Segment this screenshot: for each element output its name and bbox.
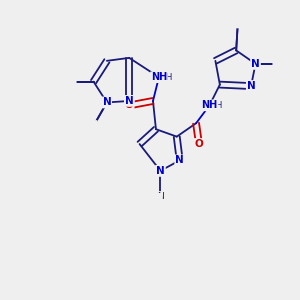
Text: N: N: [175, 155, 184, 165]
Text: H: H: [165, 73, 171, 82]
Text: O: O: [195, 139, 203, 149]
Text: O: O: [125, 100, 134, 110]
Text: N: N: [103, 98, 111, 107]
Text: H: H: [215, 101, 221, 110]
Text: NH: NH: [201, 100, 218, 110]
Text: N: N: [125, 96, 134, 106]
Text: N: N: [251, 59, 260, 69]
Text: N: N: [125, 96, 134, 106]
Text: N: N: [103, 98, 111, 107]
Text: N: N: [205, 100, 214, 110]
Text: O: O: [125, 100, 134, 110]
Text: N: N: [251, 59, 260, 69]
Text: O: O: [195, 139, 203, 149]
Text: N: N: [175, 155, 184, 165]
Text: N: N: [247, 81, 255, 91]
Text: N: N: [156, 166, 165, 176]
Text: N: N: [154, 72, 163, 82]
Text: NH: NH: [151, 72, 167, 82]
Text: N: N: [247, 81, 255, 91]
Text: N: N: [157, 192, 164, 201]
Text: N: N: [156, 166, 165, 176]
